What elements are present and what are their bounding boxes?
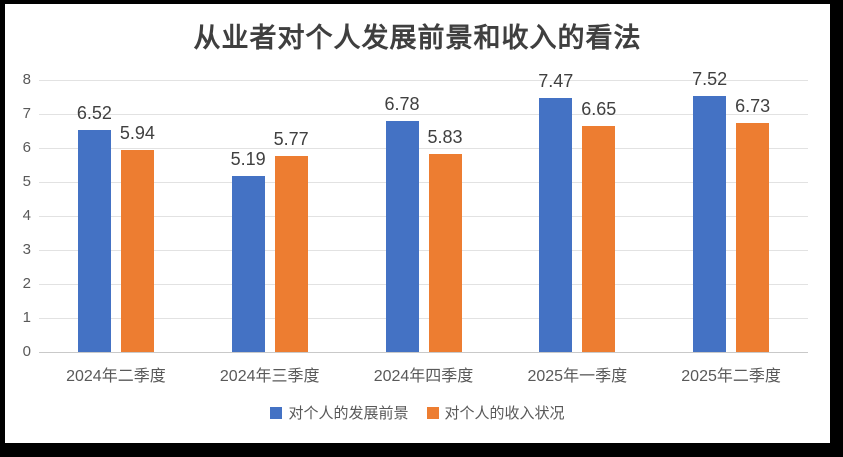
y-tick-label: 2 <box>22 275 31 292</box>
bar-value-label: 5.83 <box>427 126 463 147</box>
y-tick-label: 3 <box>22 241 31 258</box>
bar-income-status <box>428 153 462 352</box>
plot-area: 0 1 2 3 4 5 6 7 8 6.52 5.94 2024年二季度 5.19 5.77 2024年三季… <box>23 69 808 385</box>
bar-income-status <box>736 123 770 352</box>
gridline <box>39 80 808 81</box>
x-axis-line <box>39 352 808 353</box>
bar-development-prospects <box>77 130 111 352</box>
bar-income-status <box>582 125 616 352</box>
bar-development-prospects <box>385 121 419 352</box>
bar-income-status <box>274 155 308 352</box>
y-tick-label: 1 <box>22 309 31 326</box>
legend-item-development-prospects: 对个人的发展前景 <box>270 402 409 423</box>
y-tick-label: 8 <box>22 71 31 88</box>
bar-value-label: 6.65 <box>581 98 617 119</box>
bar-value-label: 6.52 <box>76 103 112 124</box>
y-tick-label: 0 <box>22 343 31 360</box>
y-tick-label: 5 <box>22 173 31 190</box>
gridline <box>39 114 808 115</box>
chart-title: 从业者对个人发展前景和收入的看法 <box>193 23 642 53</box>
legend-label: 对个人的收入状况 <box>444 405 565 422</box>
legend-label: 对个人的发展前景 <box>288 405 409 422</box>
legend: 对个人的发展前景 对个人的收入状况 <box>5 402 830 423</box>
y-tick-label: 4 <box>22 207 31 224</box>
bar-development-prospects <box>539 98 573 352</box>
bar-value-label: 6.78 <box>384 94 420 115</box>
x-axis-label: 2025年一季度 <box>527 368 628 385</box>
bar-value-label: 7.52 <box>692 69 728 90</box>
bar-income-status <box>120 150 154 352</box>
gridline <box>39 216 808 217</box>
legend-swatch-development-prospects <box>270 406 283 419</box>
bar-value-label: 5.19 <box>230 148 266 169</box>
legend-swatch-income-status <box>426 406 439 419</box>
bar-value-label: 5.77 <box>273 128 309 149</box>
gridline <box>39 284 808 285</box>
bar-value-label: 6.73 <box>735 96 771 117</box>
gridline <box>39 250 808 251</box>
gridline <box>39 148 808 149</box>
gridline <box>39 318 808 319</box>
x-axis-label: 2024年三季度 <box>219 368 320 385</box>
y-tick-label: 6 <box>22 139 31 156</box>
legend-item-income-status: 对个人的收入状况 <box>426 402 565 423</box>
x-axis-label: 2024年二季度 <box>66 368 166 385</box>
bar-value-label: 7.47 <box>538 71 574 92</box>
y-tick-label: 7 <box>22 105 31 122</box>
x-axis-label: 2025年二季度 <box>681 368 781 385</box>
bar-value-label: 5.94 <box>119 123 155 144</box>
gridline <box>39 182 808 183</box>
x-axis-label: 2024年四季度 <box>373 368 474 385</box>
bar-development-prospects <box>231 175 265 352</box>
bar-development-prospects <box>693 96 727 352</box>
